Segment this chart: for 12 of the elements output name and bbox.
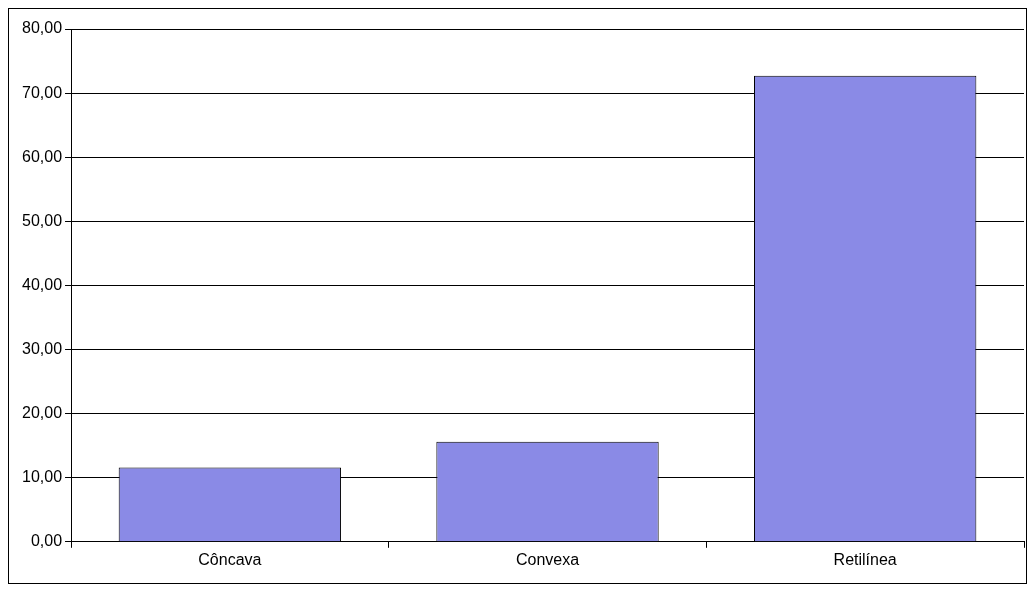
y-tick-label: 50,00 xyxy=(21,211,63,229)
x-tick-label: Retilínea xyxy=(833,550,897,568)
y-tick-label: 80,00 xyxy=(21,19,63,37)
y-tick-label: 20,00 xyxy=(21,404,63,422)
y-tick-label: 40,00 xyxy=(21,275,63,293)
y-tick-label: 30,00 xyxy=(21,339,63,357)
y-tick-label: 60,00 xyxy=(21,147,63,165)
y-tick-label: 70,00 xyxy=(21,83,63,101)
x-tick-label: Convexa xyxy=(515,550,580,568)
y-tick-label: 10,00 xyxy=(21,468,63,486)
y-tick-label: 0,00 xyxy=(30,532,63,550)
x-tick-label: Côncava xyxy=(198,550,262,568)
